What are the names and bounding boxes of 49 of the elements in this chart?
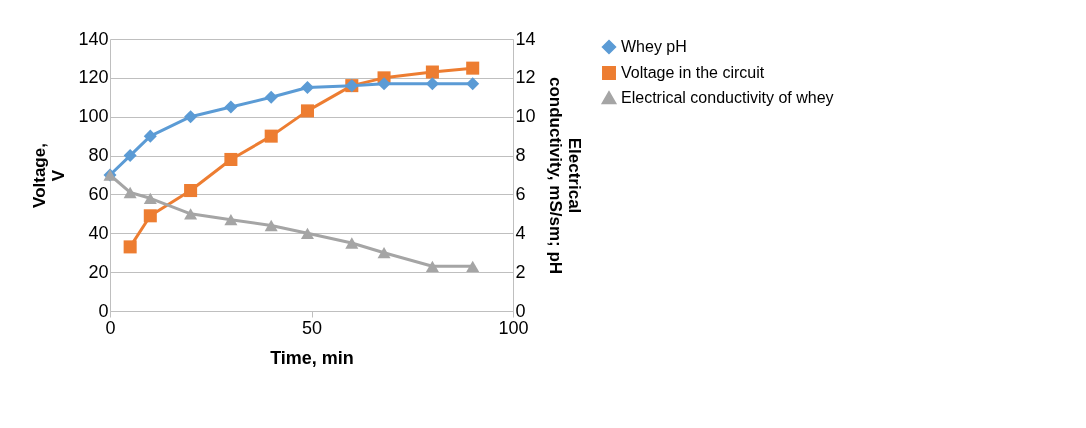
point bbox=[300, 227, 314, 239]
point bbox=[377, 247, 391, 259]
point bbox=[184, 208, 198, 220]
y2-tick-label: 14 bbox=[515, 28, 536, 49]
legend-label: Voltage in the circuit bbox=[621, 64, 765, 81]
y2-tick-label: 10 bbox=[515, 106, 536, 127]
point bbox=[264, 219, 278, 232]
point bbox=[143, 209, 157, 223]
y2-tick-label: 4 bbox=[515, 222, 526, 243]
point bbox=[123, 240, 137, 254]
point bbox=[377, 77, 391, 91]
legend-label: Whey pH bbox=[621, 38, 687, 55]
point bbox=[300, 81, 314, 95]
x-axis-title: Time, min bbox=[270, 347, 354, 368]
point bbox=[264, 129, 278, 143]
point bbox=[123, 149, 137, 163]
point bbox=[224, 214, 238, 226]
y2-axis-title: Electrical conductivity, mS/sm; pH bbox=[545, 76, 584, 275]
y-tick-label: 100 bbox=[78, 106, 109, 127]
point bbox=[425, 65, 439, 79]
y-tick-label: 120 bbox=[78, 67, 109, 88]
point bbox=[143, 192, 157, 204]
y-tick-label: 60 bbox=[88, 183, 109, 204]
point bbox=[425, 260, 439, 272]
point bbox=[184, 110, 198, 124]
y-tick-label: 20 bbox=[88, 261, 109, 282]
point bbox=[264, 90, 278, 104]
point bbox=[425, 77, 439, 91]
point bbox=[300, 104, 314, 118]
point bbox=[224, 100, 238, 114]
y2-tick-label: 6 bbox=[515, 183, 526, 204]
y2-tick-label: 12 bbox=[515, 67, 536, 88]
y-axis-title: Voltage, V bbox=[30, 143, 69, 208]
point bbox=[123, 186, 137, 199]
x-tick-label: 50 bbox=[301, 317, 323, 338]
legend-label: Electrical conductivity of whey bbox=[621, 89, 834, 106]
point bbox=[345, 237, 359, 249]
y2-tick-label: 2 bbox=[515, 261, 526, 282]
y-tick-label: 140 bbox=[78, 28, 109, 49]
point bbox=[184, 184, 198, 198]
y2-tick-label: 8 bbox=[515, 145, 526, 166]
point bbox=[466, 260, 480, 272]
y-tick-label: 40 bbox=[88, 222, 109, 243]
y-tick-label: 80 bbox=[88, 145, 109, 166]
point bbox=[143, 129, 157, 143]
point bbox=[466, 61, 480, 75]
point bbox=[224, 152, 238, 166]
point bbox=[466, 77, 480, 91]
y-tick-label: 0 bbox=[98, 300, 109, 321]
